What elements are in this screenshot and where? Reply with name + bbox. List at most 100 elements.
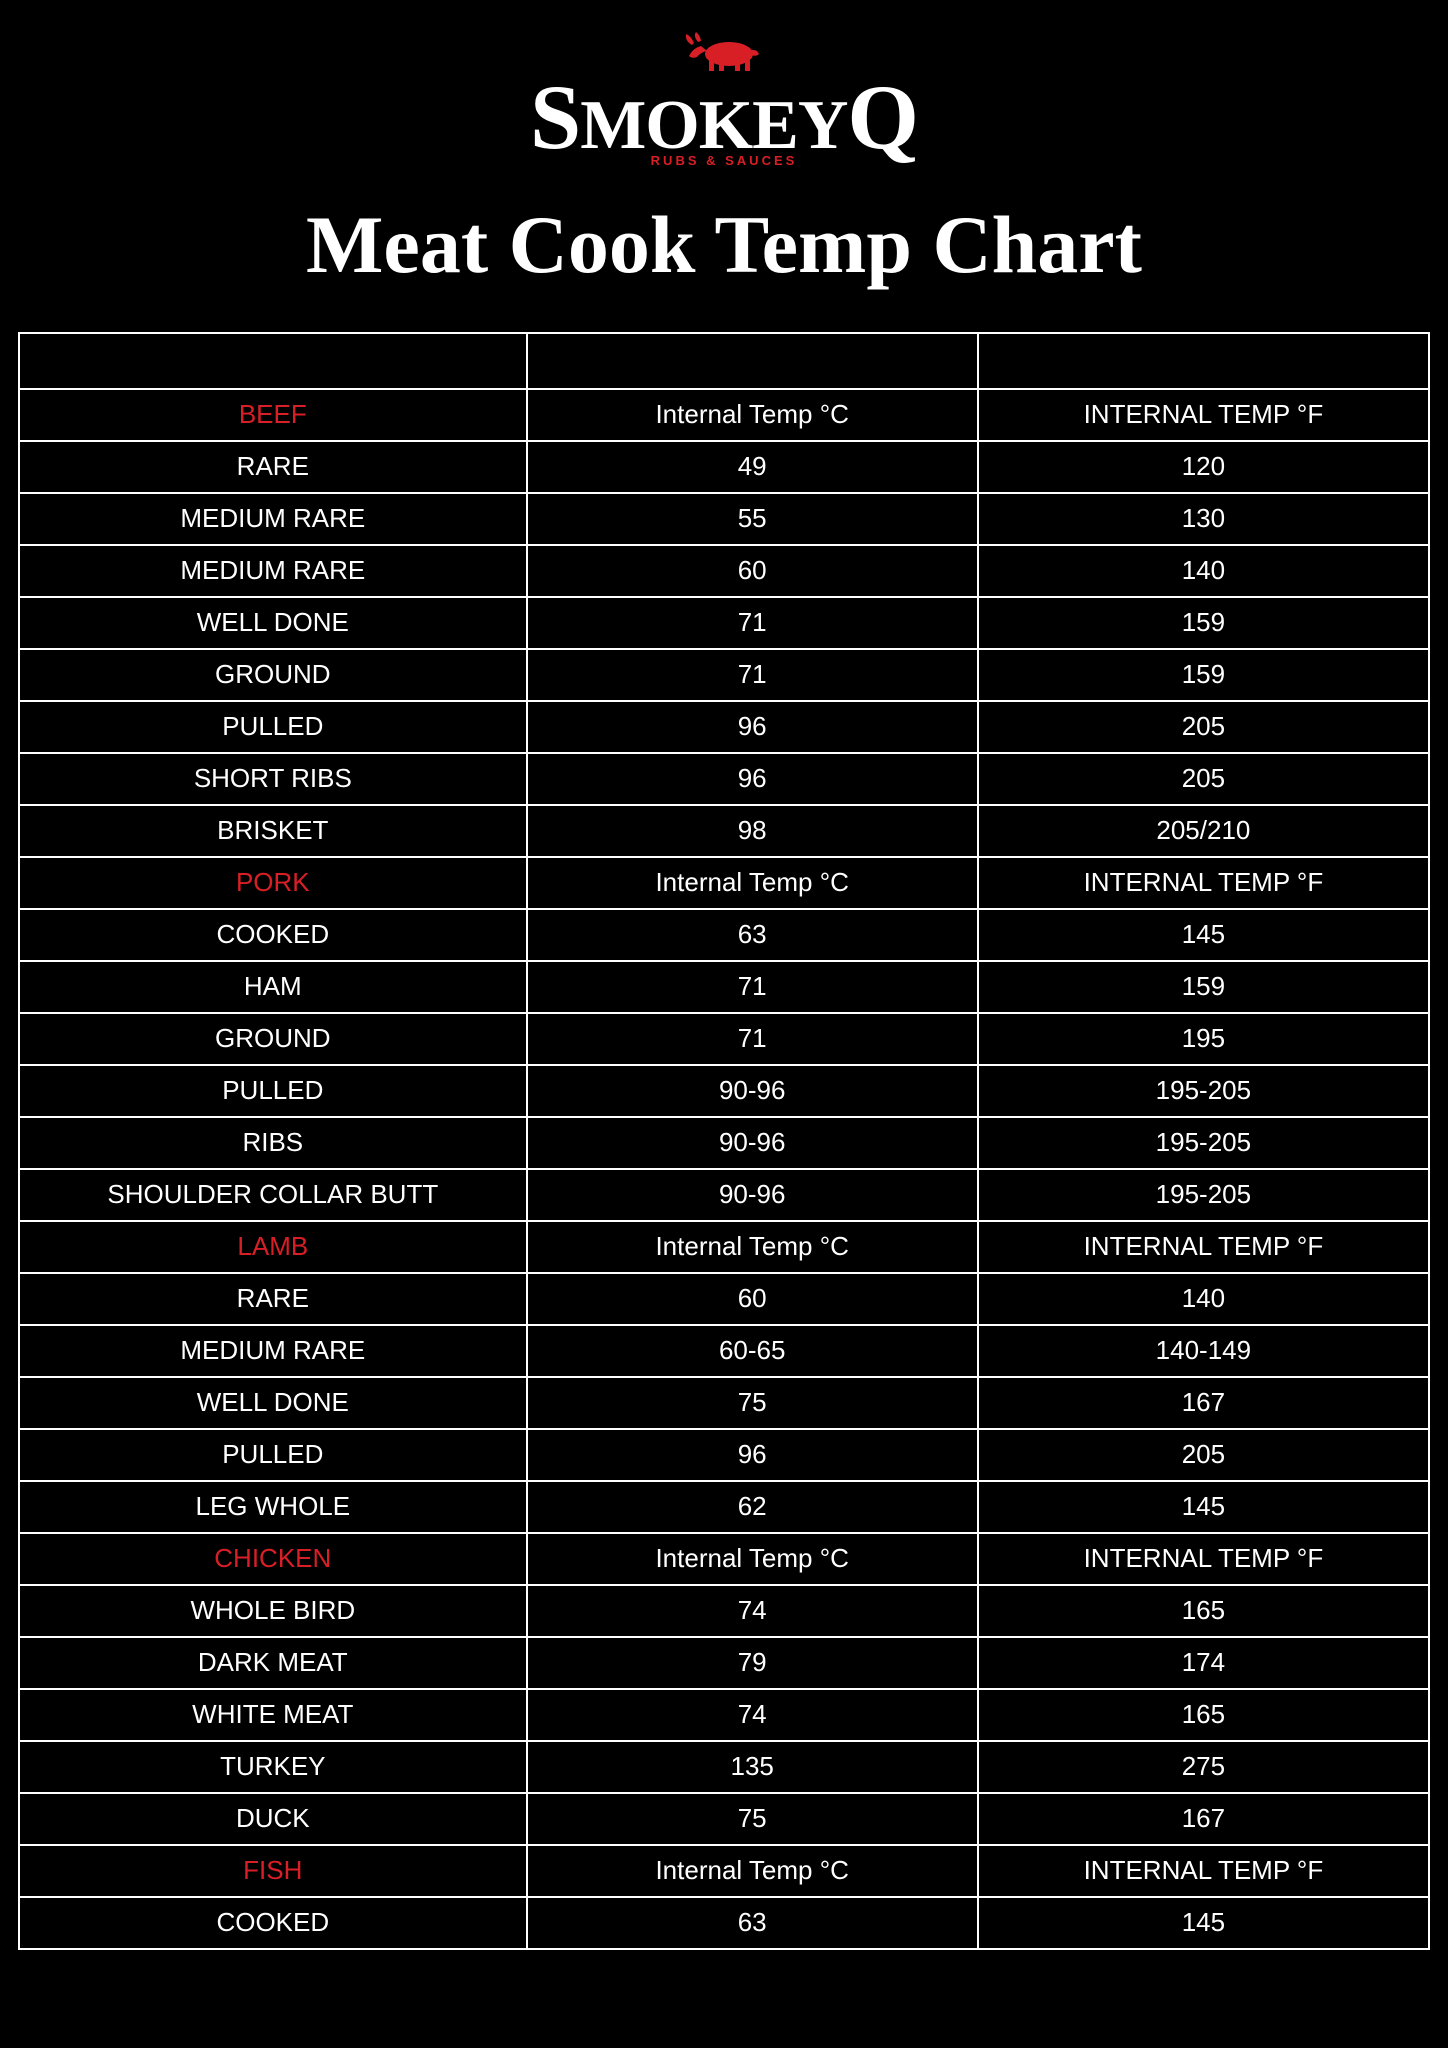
temp-f-cell: 130 [978,493,1429,545]
header-cell-c: Internal Temp °C [527,857,978,909]
temp-f-cell: 195-205 [978,1169,1429,1221]
temp-c-cell: 55 [527,493,978,545]
label-cell: GROUND [19,649,527,701]
temp-c-cell: 62 [527,1481,978,1533]
temp-f-cell: 195-205 [978,1117,1429,1169]
temp-f-cell: 167 [978,1377,1429,1429]
temp-c-cell: 98 [527,805,978,857]
header-cell-f: INTERNAL TEMP °F [978,857,1429,909]
temp-f-cell: 165 [978,1585,1429,1637]
label-cell: DARK MEAT [19,1637,527,1689]
table-row: COOKED63145 [19,909,1429,961]
header-cell-f: INTERNAL TEMP °F [978,389,1429,441]
table-row: MEDIUM RARE60-65140-149 [19,1325,1429,1377]
label-cell: WELL DONE [19,1377,527,1429]
temp-c-cell: 71 [527,649,978,701]
temp-f-cell: 140-149 [978,1325,1429,1377]
label-cell: BRISKET [19,805,527,857]
table-row: GROUND71159 [19,649,1429,701]
category-cell: LAMB [19,1221,527,1273]
temp-c-cell: 74 [527,1689,978,1741]
header-cell-f: INTERNAL TEMP °F [978,1533,1429,1585]
label-cell: RIBS [19,1117,527,1169]
temp-f-cell: 165 [978,1689,1429,1741]
label-cell: HAM [19,961,527,1013]
temp-c-cell: 74 [527,1585,978,1637]
temp-c-cell: 71 [527,597,978,649]
label-cell: DUCK [19,1793,527,1845]
temp-c-cell: 135 [527,1741,978,1793]
temp-c-cell: 75 [527,1377,978,1429]
header-cell-c: Internal Temp °C [527,389,978,441]
temp-f-cell: 159 [978,649,1429,701]
temp-f-cell: 145 [978,1897,1429,1949]
header-cell-f: INTERNAL TEMP °F [978,1221,1429,1273]
temp-f-cell: 195 [978,1013,1429,1065]
table-row: DARK MEAT79174 [19,1637,1429,1689]
label-cell: PULLED [19,1429,527,1481]
table-row: HAM71159 [19,961,1429,1013]
label-cell: LEG WHOLE [19,1481,527,1533]
table-row: PULLED96205 [19,701,1429,753]
label-cell: WHITE MEAT [19,1689,527,1741]
temp-f-cell: 167 [978,1793,1429,1845]
label-cell: PULLED [19,1065,527,1117]
table-row: SHOULDER COLLAR BUTT90-96195-205 [19,1169,1429,1221]
header-cell-c: Internal Temp °C [527,1533,978,1585]
temp-c-cell: 60-65 [527,1325,978,1377]
label-cell: MEDIUM RARE [19,493,527,545]
label-cell: SHOULDER COLLAR BUTT [19,1169,527,1221]
table-row: WHITE MEAT74165 [19,1689,1429,1741]
temp-c-cell: 63 [527,909,978,961]
table-row: FISHInternal Temp °CINTERNAL TEMP °F [19,1845,1429,1897]
temp-c-cell: 79 [527,1637,978,1689]
temp-c-cell: 90-96 [527,1065,978,1117]
temp-c-cell: 96 [527,1429,978,1481]
temp-f-cell: 140 [978,545,1429,597]
category-cell: CHICKEN [19,1533,527,1585]
temp-f-cell: 140 [978,1273,1429,1325]
table-row: RIBS90-96195-205 [19,1117,1429,1169]
temp-c-cell: 49 [527,441,978,493]
brand-name: SMOKEYQ [530,76,918,159]
brand-logo: SMOKEYQ RUBS & SAUCES [530,30,918,168]
table-row: MEDIUM RARE60140 [19,545,1429,597]
temp-f-cell: 145 [978,909,1429,961]
category-cell: FISH [19,1845,527,1897]
table-row: CHICKENInternal Temp °CINTERNAL TEMP °F [19,1533,1429,1585]
temp-f-cell: 174 [978,1637,1429,1689]
table-row: GROUND71195 [19,1013,1429,1065]
table-row: TURKEY135275 [19,1741,1429,1793]
label-cell: SHORT RIBS [19,753,527,805]
temp-f-cell: 159 [978,961,1429,1013]
table-row: WHOLE BIRD74165 [19,1585,1429,1637]
category-cell: BEEF [19,389,527,441]
temp-c-cell: 71 [527,1013,978,1065]
temp-f-cell: 275 [978,1741,1429,1793]
cell-blank [19,333,527,389]
label-cell: MEDIUM RARE [19,1325,527,1377]
cow-icon [681,30,767,72]
table-row: PORKInternal Temp °CINTERNAL TEMP °F [19,857,1429,909]
temp-c-cell: 96 [527,701,978,753]
temp-c-cell: 90-96 [527,1117,978,1169]
label-cell: WHOLE BIRD [19,1585,527,1637]
temp-c-cell: 60 [527,545,978,597]
temp-f-cell: 195-205 [978,1065,1429,1117]
temp-f-cell: 159 [978,597,1429,649]
temp-f-cell: 205 [978,753,1429,805]
header-cell-c: Internal Temp °C [527,1845,978,1897]
header: SMOKEYQ RUBS & SAUCES Meat Cook Temp Cha… [0,0,1448,292]
label-cell: WELL DONE [19,597,527,649]
table-row: RARE60140 [19,1273,1429,1325]
temp-f-cell: 205 [978,1429,1429,1481]
table-row: COOKED63145 [19,1897,1429,1949]
table-row [19,333,1429,389]
label-cell: GROUND [19,1013,527,1065]
label-cell: PULLED [19,701,527,753]
temp-f-cell: 120 [978,441,1429,493]
temp-c-cell: 63 [527,1897,978,1949]
header-cell-c: Internal Temp °C [527,1221,978,1273]
temp-c-cell: 90-96 [527,1169,978,1221]
category-cell: PORK [19,857,527,909]
